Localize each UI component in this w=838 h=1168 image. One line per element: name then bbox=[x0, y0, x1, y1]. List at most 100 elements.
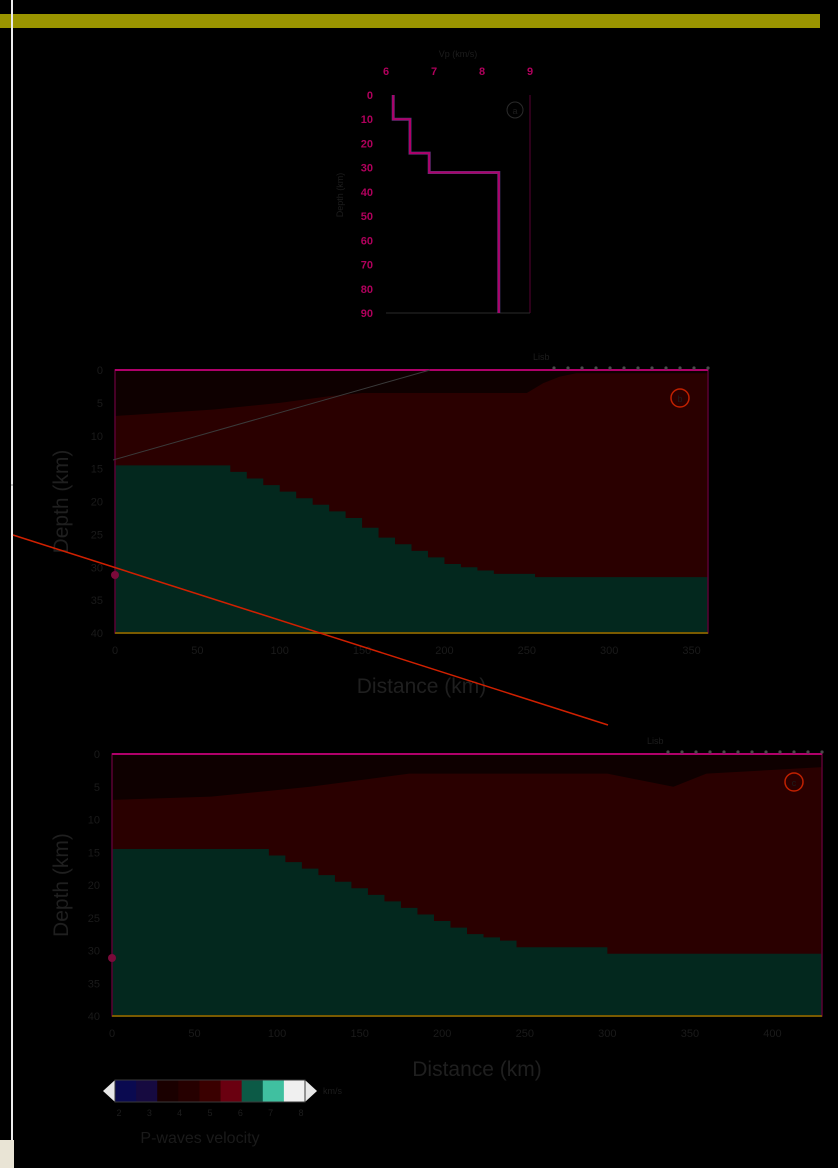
station-marker bbox=[678, 366, 682, 370]
station-marker bbox=[708, 750, 712, 754]
y-tick-label: 50 bbox=[361, 211, 373, 223]
colorbar-left-arrow bbox=[103, 1080, 115, 1102]
y-tick-label: 40 bbox=[361, 187, 373, 199]
colorbar-segment bbox=[283, 1080, 306, 1102]
colorbar-tick-label: 3 bbox=[147, 1108, 152, 1118]
colorbar-segment bbox=[262, 1080, 285, 1102]
colorbar-segment bbox=[199, 1080, 222, 1102]
station-marker bbox=[792, 750, 796, 754]
moho-marker bbox=[111, 571, 119, 579]
x-tick-label: 350 bbox=[681, 1028, 699, 1040]
station-marker bbox=[722, 750, 726, 754]
y-tick-label: 10 bbox=[88, 815, 100, 827]
panel-label-circle bbox=[784, 772, 804, 792]
panel-label-circle bbox=[670, 388, 690, 408]
panel-label: a bbox=[512, 106, 517, 116]
y-tick-label: 40 bbox=[88, 1011, 100, 1023]
colorbar-segment bbox=[115, 1080, 137, 1102]
station-marker bbox=[566, 366, 570, 370]
y-tick-label: 0 bbox=[367, 90, 373, 102]
panel-label-circle bbox=[506, 101, 524, 119]
station-marker bbox=[622, 366, 626, 370]
station-marker bbox=[694, 750, 698, 754]
station-marker bbox=[580, 366, 584, 370]
colorbar-segment bbox=[157, 1080, 179, 1102]
colorbar-unit: km/s bbox=[323, 1086, 342, 1096]
station-marker bbox=[778, 750, 782, 754]
cross-section-line bbox=[112, 369, 431, 461]
y-tick-label: 10 bbox=[361, 114, 373, 126]
x-tick-label: 6 bbox=[383, 66, 389, 78]
station-marker bbox=[692, 366, 696, 370]
x-tick-label: 0 bbox=[109, 1028, 115, 1040]
y-tick-label: 60 bbox=[361, 235, 373, 247]
y-tick-label: 0 bbox=[94, 749, 100, 761]
y-tick-label: 10 bbox=[91, 431, 103, 443]
colorbar-tick-label: 6 bbox=[238, 1108, 243, 1118]
header-bar bbox=[0, 14, 820, 28]
station-marker bbox=[666, 750, 670, 754]
y-tick-label: 40 bbox=[91, 628, 103, 640]
x-tick-label: 300 bbox=[600, 645, 618, 657]
mantle-layer bbox=[112, 848, 822, 1016]
station-marker bbox=[736, 750, 740, 754]
station-marker bbox=[706, 366, 710, 370]
x-tick-label: 8 bbox=[479, 66, 485, 78]
station-marker bbox=[608, 366, 612, 370]
x-tick-label: 250 bbox=[518, 645, 536, 657]
x-tick-label: 250 bbox=[516, 1028, 534, 1040]
y-tick-label: 30 bbox=[88, 946, 100, 958]
x-axis-label: Distance (km) bbox=[357, 675, 487, 698]
velocity-profile-line bbox=[392, 95, 500, 313]
station-marker bbox=[680, 750, 684, 754]
annotation-line bbox=[12, 534, 609, 726]
x-tick-label: 150 bbox=[350, 1028, 368, 1040]
panel-c-velocity-model: Lisb 0 50 100 150 200 250 300 350 400 0 5 10 15 20 25 30… bbox=[50, 736, 824, 1081]
station-marker bbox=[750, 750, 754, 754]
station-marker bbox=[820, 750, 824, 754]
left-border bbox=[11, 0, 13, 1140]
station-marker bbox=[664, 366, 668, 370]
y-tick-label: 80 bbox=[361, 284, 373, 296]
y-tick-label: 25 bbox=[91, 529, 103, 541]
upper-layer bbox=[115, 370, 708, 417]
x-tick-label: 350 bbox=[682, 645, 700, 657]
y-tick-label: 5 bbox=[94, 782, 100, 794]
x-tick-label: 100 bbox=[268, 1028, 286, 1040]
x-tick-label: 100 bbox=[271, 645, 289, 657]
y-tick-label: 15 bbox=[88, 847, 100, 859]
y-axis-label: Depth (km) bbox=[335, 173, 345, 218]
y-tick-label: 0 bbox=[97, 365, 103, 377]
y-axis-label: Depth (km) bbox=[50, 450, 73, 554]
x-tick-label: 50 bbox=[191, 645, 203, 657]
colorbar-right-arrow bbox=[305, 1080, 317, 1102]
x-axis-label: Distance (km) bbox=[412, 1058, 542, 1081]
x-tick-label: 0 bbox=[112, 645, 118, 657]
x-tick-label: 400 bbox=[763, 1028, 781, 1040]
colorbar-segment bbox=[136, 1080, 158, 1102]
colorbar-segment bbox=[220, 1080, 243, 1102]
y-tick-label: 20 bbox=[361, 138, 373, 150]
upper-layer bbox=[112, 754, 822, 800]
stations-label: Lisb bbox=[647, 736, 664, 746]
stations-label: Lisb bbox=[533, 352, 550, 362]
y-tick-label: 15 bbox=[91, 464, 103, 476]
x-tick-label: 200 bbox=[433, 1028, 451, 1040]
x-tick-label: 9 bbox=[527, 66, 533, 78]
y-axis-label: Depth (km) bbox=[50, 833, 73, 937]
moho-marker bbox=[108, 954, 116, 962]
station-marker bbox=[650, 366, 654, 370]
y-tick-label: 70 bbox=[361, 260, 373, 272]
x-axis-label: Vp (km/s) bbox=[439, 49, 478, 59]
station-marker bbox=[594, 366, 598, 370]
station-marker bbox=[806, 750, 810, 754]
colorbar-segment bbox=[178, 1080, 200, 1102]
x-tick-label: 200 bbox=[435, 645, 453, 657]
y-tick-label: 20 bbox=[88, 880, 100, 892]
y-tick-label: 25 bbox=[88, 913, 100, 925]
mantle-layer bbox=[115, 465, 708, 633]
panel-label: b bbox=[677, 394, 682, 404]
